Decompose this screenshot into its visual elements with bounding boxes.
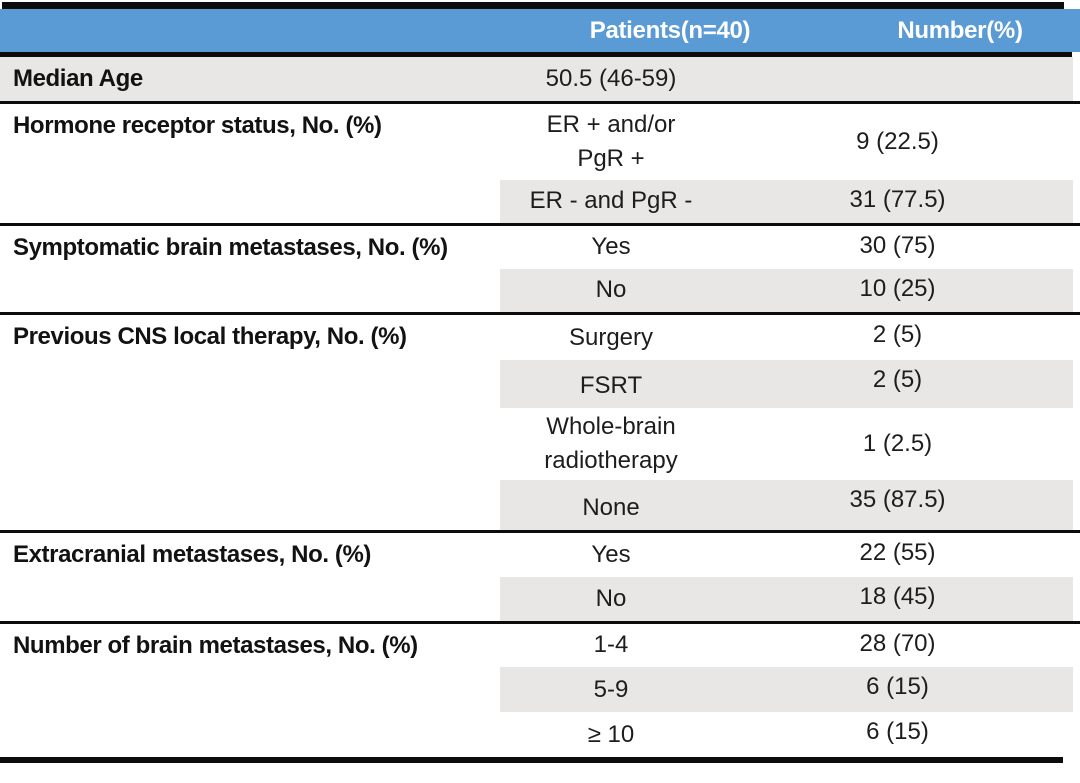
value-cell: 5-9: [593, 676, 629, 704]
group-symptomatic-brain-metastases: Symptomatic brain metastases, No. (%) Ye…: [0, 223, 1080, 312]
row-median-age: Median Age 50.5 (46-59): [0, 57, 1073, 101]
table-header-row: Patients(n=40) Number(%): [0, 9, 1080, 52]
number-cell: 1 (2.5): [862, 430, 933, 457]
header-number-cell: Number(%): [897, 16, 1023, 44]
table-row: No 10 (25): [500, 269, 1073, 312]
number-cell: [722, 57, 1073, 101]
number-cell: 2 (5): [872, 366, 923, 393]
table-row: FSRT 2 (5): [500, 360, 1073, 408]
group-rows: 1-4 28 (70) 5-9 6 (15) ≥ 10 6 (15): [500, 624, 1080, 757]
table-top-border: [2, 2, 1064, 9]
value-cell: Yes: [591, 233, 631, 261]
group-number-of-brain-metastases: Number of brain metastases, No. (%) 1-4 …: [0, 621, 1080, 757]
value-cell: None: [582, 494, 640, 522]
table-row: ≥ 10 6 (15): [500, 712, 1073, 757]
value-cell: ER + and/or PgR +: [546, 111, 676, 172]
number-cell: 30 (75): [859, 232, 936, 259]
group-label: Previous CNS local therapy, No. (%): [13, 323, 407, 350]
value-cell: ≥ 10: [587, 721, 635, 749]
number-cell: 9 (22.5): [856, 128, 939, 155]
group-previous-cns-local-therapy: Previous CNS local therapy, No. (%) Surg…: [0, 312, 1080, 530]
table-row: Yes 22 (55): [500, 533, 1073, 577]
value-cell: Surgery: [568, 324, 654, 352]
table-row: Yes 30 (75): [500, 226, 1073, 269]
number-cell: 35 (87.5): [849, 486, 946, 513]
patient-characteristics-table: Patients(n=40) Number(%) Median Age 50.5…: [0, 2, 1080, 763]
table-row: 5-9 6 (15): [500, 667, 1073, 712]
table-bottom-border: [0, 757, 1063, 763]
number-cell: 6 (15): [866, 718, 929, 745]
number-cell: 10 (25): [859, 275, 936, 302]
value-cell: Yes: [591, 541, 631, 569]
value-cell: No: [595, 276, 627, 304]
group-label: Number of brain metastases, No. (%): [13, 632, 418, 659]
value-cell: FSRT: [579, 372, 643, 400]
table-row: 1-4 28 (70): [500, 624, 1073, 667]
row-label: Median Age: [13, 65, 143, 93]
table-row: ER - and PgR - 31 (77.5): [500, 180, 1073, 223]
number-cell: 31 (77.5): [849, 186, 946, 213]
number-cell: 6 (15): [866, 673, 929, 700]
table-row: ER + and/or PgR + 9 (22.5): [500, 104, 1073, 180]
group-rows: Surgery 2 (5) FSRT 2 (5) Whole-brain rad…: [500, 315, 1080, 530]
group-hormone-receptor-status: Hormone receptor status, No. (%) ER + an…: [0, 101, 1080, 223]
header-bottom-rule: [0, 52, 1072, 57]
value-cell: 50.5 (46-59): [545, 65, 677, 93]
value-cell: ER - and PgR -: [529, 187, 693, 215]
value-cell: Whole-brain radiotherapy: [544, 413, 678, 474]
value-cell: 1-4: [593, 631, 629, 659]
number-cell: 18 (45): [859, 583, 936, 610]
table-row: No 18 (45): [500, 577, 1073, 621]
group-rows: ER + and/or PgR + 9 (22.5) ER - and PgR …: [500, 104, 1080, 223]
number-cell: 28 (70): [859, 630, 936, 657]
table-row: Surgery 2 (5): [500, 315, 1073, 360]
number-cell: 22 (55): [859, 539, 936, 566]
group-label: Extracranial metastases, No. (%): [13, 541, 372, 568]
table-row: Whole-brain radiotherapy 1 (2.5): [500, 408, 1073, 480]
group-extracranial-metastases: Extracranial metastases, No. (%) Yes 22 …: [0, 530, 1080, 621]
value-cell: No: [595, 585, 627, 613]
group-label: Hormone receptor status, No. (%): [13, 112, 382, 139]
group-label: Symptomatic brain metastases, No. (%): [13, 234, 448, 261]
group-rows: Yes 30 (75) No 10 (25): [500, 226, 1080, 312]
number-cell: 2 (5): [872, 321, 923, 348]
header-patients-cell: Patients(n=40): [589, 16, 751, 44]
group-rows: Yes 22 (55) No 18 (45): [500, 533, 1080, 621]
table-row: None 35 (87.5): [500, 480, 1073, 530]
